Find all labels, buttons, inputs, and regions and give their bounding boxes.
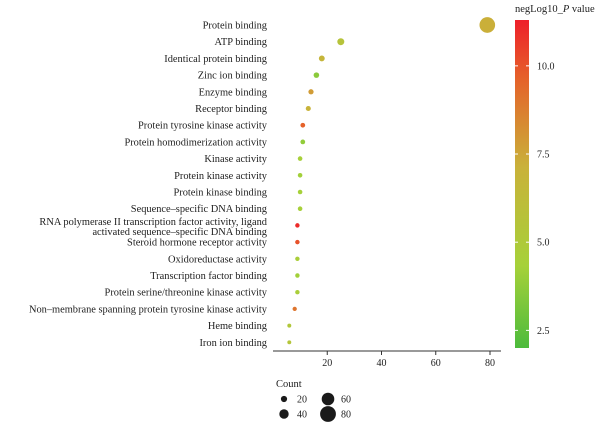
size-legend-circle xyxy=(280,395,288,403)
category-label: Oxidoreductase activity xyxy=(168,254,268,265)
category-label: Protein kinase activity xyxy=(174,171,268,182)
category-label: Enzyme binding xyxy=(199,87,267,98)
color-tick-label: 5.0 xyxy=(537,238,550,249)
category-label: Protein homodimerization activity xyxy=(124,137,267,148)
category-label: ATP binding xyxy=(215,37,267,48)
data-point xyxy=(300,139,306,145)
color-legend-bar xyxy=(515,20,529,348)
data-point xyxy=(313,72,320,78)
data-point xyxy=(295,223,300,228)
category-label: Identical protein binding xyxy=(164,54,267,65)
data-point xyxy=(297,206,303,211)
color-legend: negLog10_P value 2.5 5.0 7.5 10.0 xyxy=(515,4,595,348)
category-label: Iron ion binding xyxy=(199,338,267,349)
data-point xyxy=(292,306,297,312)
data-point xyxy=(295,289,300,295)
size-legend-title: Count xyxy=(276,379,302,390)
size-legend-label: 40 xyxy=(297,410,307,421)
data-point xyxy=(287,323,292,328)
x-tick-label: 80 xyxy=(485,358,495,369)
data-point xyxy=(297,189,303,195)
data-point xyxy=(318,55,325,62)
size-legend-circle xyxy=(321,392,335,406)
category-label: Receptor binding xyxy=(195,104,267,115)
category-label: Heme binding xyxy=(208,321,267,332)
category-labels: Protein binding ATP binding Identical prot… xyxy=(29,21,268,349)
category-label-line: activated sequence–specific DNA binding xyxy=(92,227,267,238)
color-tick-label: 2.5 xyxy=(537,326,550,337)
data-point xyxy=(305,105,311,112)
category-label-line: RNA polymerase II transcription factor a… xyxy=(39,217,267,228)
category-label: Sequence–specific DNA binding xyxy=(131,204,267,215)
data-point xyxy=(479,17,496,33)
category-label: Zinc ion binding xyxy=(198,71,267,82)
data-point xyxy=(297,156,303,161)
color-legend-title: negLog10_P value xyxy=(515,4,595,15)
data-point xyxy=(295,239,300,245)
x-axis-ticks: 20 40 60 80 xyxy=(322,351,495,369)
category-label: Kinase activity xyxy=(204,154,267,165)
color-legend-title-italic: P xyxy=(562,4,570,15)
data-point xyxy=(337,38,345,46)
category-label: Transcription factor binding xyxy=(150,271,267,282)
data-point xyxy=(287,340,292,345)
category-label: RNA polymerase II transcription factor a… xyxy=(39,217,267,238)
data-point xyxy=(308,89,314,95)
size-legend: Count 20 40 60 80 xyxy=(276,379,351,422)
color-legend-title-suffix: value xyxy=(569,4,595,15)
category-label: Protein kinase binding xyxy=(173,188,267,199)
category-label: Non–membrane spanning protein tyrosine k… xyxy=(29,304,268,315)
data-point xyxy=(297,173,303,178)
data-point xyxy=(300,122,306,128)
category-label: Steroid hormone receptor activity xyxy=(127,238,268,249)
size-legend-items: 20 40 60 80 xyxy=(279,392,351,422)
category-label: Protein binding xyxy=(203,21,267,32)
size-legend-circle xyxy=(279,409,289,419)
x-tick-label: 60 xyxy=(431,358,441,369)
category-label: Protein serine/threonine kinase activity xyxy=(105,288,268,299)
color-tick-label: 10.0 xyxy=(537,61,555,72)
x-axis: 20 40 60 80 xyxy=(273,350,501,369)
data-points xyxy=(287,17,496,345)
color-legend-title-main: negLog10_ xyxy=(515,4,564,15)
x-tick-label: 20 xyxy=(322,358,332,369)
color-tick-label: 7.5 xyxy=(537,150,550,161)
data-point xyxy=(295,273,300,278)
size-legend-circle xyxy=(320,406,336,422)
data-point xyxy=(295,256,300,262)
size-legend-label: 80 xyxy=(341,410,351,421)
category-label: Protein tyrosine kinase activity xyxy=(138,121,268,132)
size-legend-label: 20 xyxy=(297,395,307,406)
color-legend-ticks: 2.5 5.0 7.5 10.0 xyxy=(515,61,555,337)
x-tick-label: 40 xyxy=(377,358,387,369)
size-legend-label: 60 xyxy=(341,395,351,406)
